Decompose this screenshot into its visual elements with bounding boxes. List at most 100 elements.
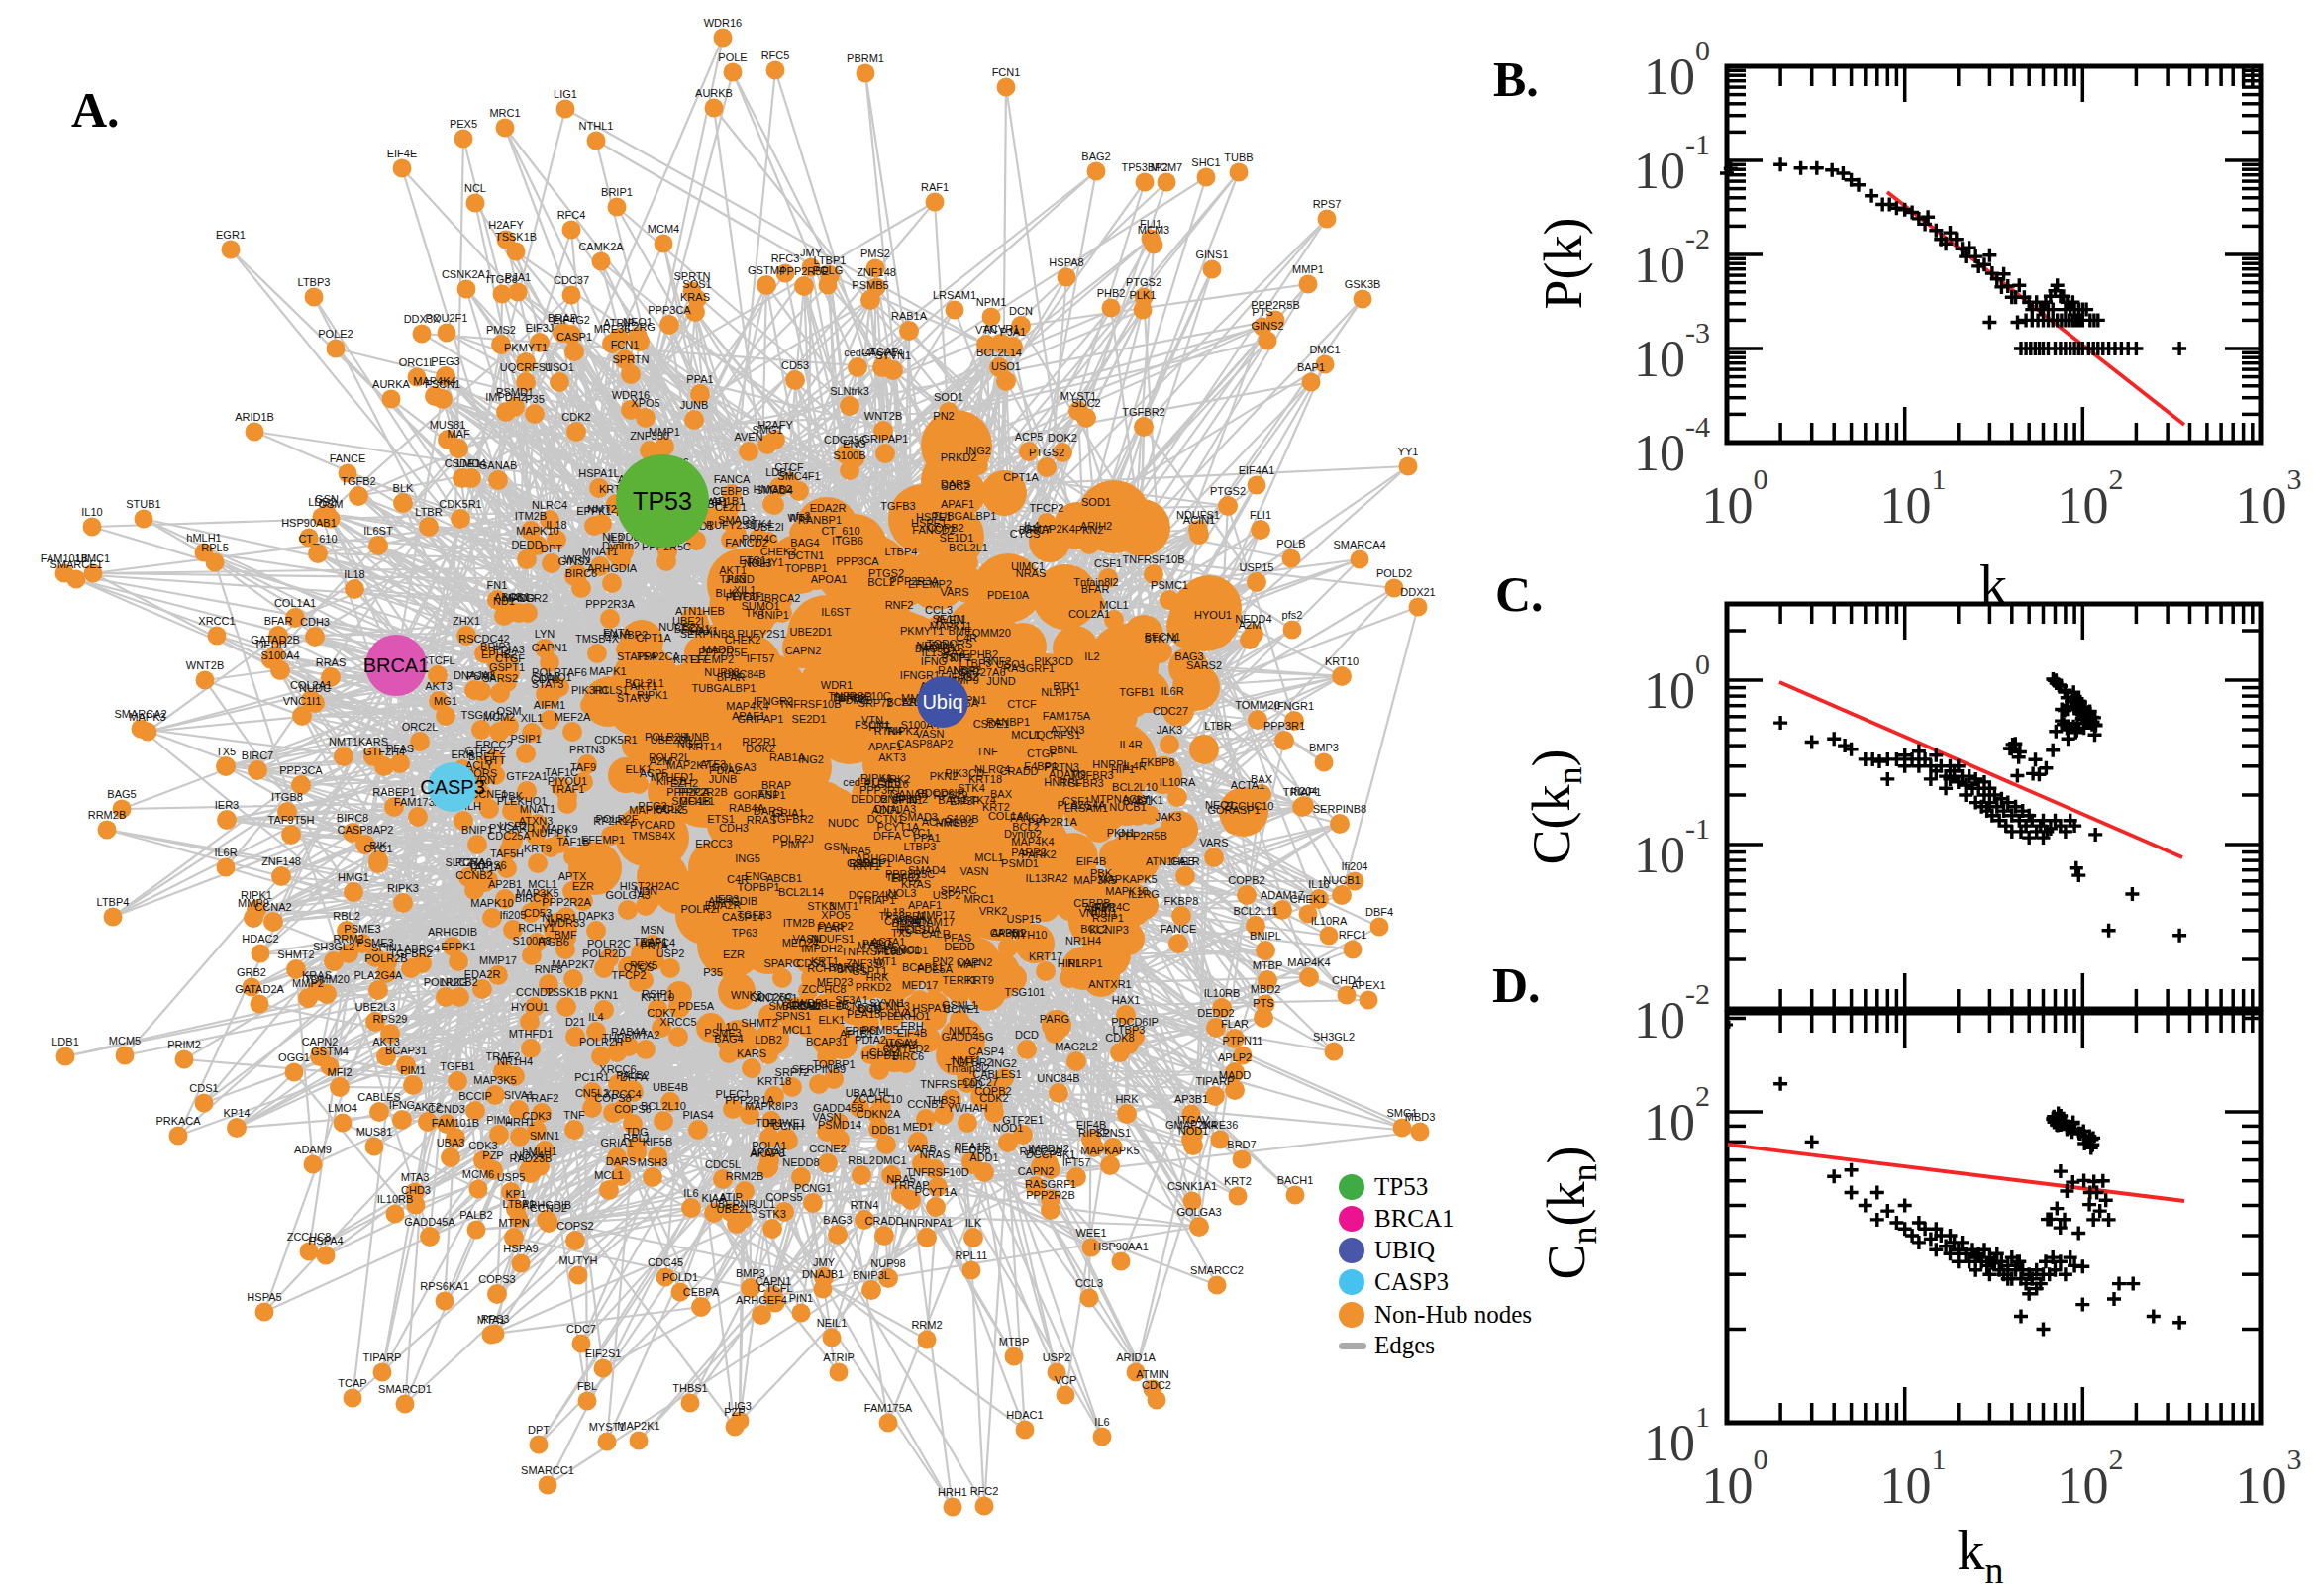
svg-text:MUS81: MUS81	[356, 1126, 393, 1138]
svg-text:CSNK1A1: CSNK1A1	[1167, 1180, 1217, 1192]
svg-text:ING2: ING2	[991, 1057, 1017, 1069]
svg-text:SE2D1: SE2D1	[792, 713, 827, 725]
svg-text:CCNB2: CCNB2	[455, 869, 492, 881]
svg-text:KP14: KP14	[224, 1107, 251, 1119]
svg-text:RAD23B: RAD23B	[510, 1152, 553, 1164]
svg-text:HNRPL: HNRPL	[1092, 758, 1129, 770]
svg-text:TP53BP2: TP53BP2	[1121, 161, 1167, 173]
svg-text:MBD2: MBD2	[1251, 983, 1281, 995]
svg-text:USP15: USP15	[1007, 913, 1042, 925]
svg-text:AP1B1: AP1B1	[711, 495, 745, 507]
svg-text:PRIM2: PRIM2	[167, 1039, 201, 1050]
svg-text:COL2A1: COL2A1	[1068, 608, 1110, 620]
svg-text:DCD: DCD	[858, 1003, 882, 1015]
svg-text:HMGB2: HMGB2	[935, 817, 973, 829]
svg-text:SE1D1: SE1D1	[933, 613, 967, 625]
svg-text:USP2: USP2	[1043, 1351, 1071, 1363]
svg-text:PEG3: PEG3	[638, 800, 666, 812]
svg-text:MUTYH: MUTYH	[558, 1254, 597, 1266]
svg-text:FN1: FN1	[758, 788, 779, 800]
svg-text:EPPK1: EPPK1	[576, 505, 611, 517]
svg-text:POLE: POLE	[718, 51, 747, 63]
svg-text:TGFB1: TGFB1	[440, 1060, 474, 1072]
svg-text:MCL1: MCL1	[1011, 729, 1040, 741]
svg-text:PCNA: PCNA	[455, 856, 486, 868]
svg-text:SHMT2: SHMT2	[277, 948, 314, 960]
svg-text:AKT3: AKT3	[425, 680, 453, 692]
svg-text:CDH3: CDH3	[300, 616, 330, 628]
svg-text:NUDC: NUDC	[299, 682, 331, 694]
svg-text:IFT57: IFT57	[747, 652, 775, 664]
svg-text:CYC1: CYC1	[363, 843, 392, 854]
svg-text:DCD: DCD	[1015, 1029, 1039, 1041]
svg-text:MAP4K4: MAP4K4	[1011, 836, 1054, 848]
svg-text:TSSK1B: TSSK1B	[495, 231, 537, 243]
svg-text:TNFRSF10C: TNFRSF10C	[828, 690, 891, 702]
svg-text:TRAF1: TRAF1	[634, 936, 668, 948]
svg-text:ITGAV: ITGAV	[885, 1037, 918, 1048]
svg-text:LMO4: LMO4	[328, 1102, 357, 1114]
svg-text:COPB2: COPB2	[1228, 874, 1264, 886]
svg-text:ARID1B: ARID1B	[235, 411, 274, 423]
svg-text:GINS2: GINS2	[1251, 320, 1283, 332]
svg-text:CPT1A: CPT1A	[1003, 471, 1039, 483]
svg-text:MMP1: MMP1	[1292, 263, 1324, 275]
svg-text:CCNB1: CCNB1	[907, 1098, 944, 1110]
svg-text:RRM2: RRM2	[911, 1319, 942, 1331]
svg-text:IMPDH2: IMPDH2	[1028, 1143, 1069, 1154]
svg-text:EIF4A1: EIF4A1	[1239, 464, 1275, 476]
svg-text:MAPK3: MAPK3	[129, 711, 165, 723]
svg-text:FCN1: FCN1	[611, 339, 640, 350]
svg-text:PBK: PBK	[1090, 867, 1113, 879]
svg-text:SH3GL2: SH3GL2	[313, 941, 354, 952]
svg-text:CSDE1: CSDE1	[445, 457, 481, 469]
svg-text:NEDD8: NEDD8	[954, 1144, 990, 1155]
svg-text:TX5: TX5	[216, 746, 236, 757]
svg-text:LRSAM1: LRSAM1	[933, 289, 976, 301]
svg-text:GATAD2B: GATAD2B	[251, 634, 300, 646]
svg-text:PSIP1: PSIP1	[510, 733, 541, 745]
svg-text:AURKB: AURKB	[695, 87, 733, 99]
svg-text:VARB: VARB	[907, 1143, 936, 1154]
svg-text:DOK2: DOK2	[1048, 432, 1077, 444]
svg-text:A2M: A2M	[1239, 619, 1262, 631]
svg-text:BAG2: BAG2	[1081, 150, 1110, 162]
svg-text:ATN1HEB: ATN1HEB	[1146, 855, 1195, 867]
svg-text:PSML: PSML	[466, 670, 496, 682]
svg-text:MCL1: MCL1	[782, 1024, 811, 1036]
svg-text:BCL2L10: BCL2L10	[1112, 781, 1158, 793]
svg-text:EFEMP2: EFEMP2	[690, 653, 734, 665]
svg-text:MRC1: MRC1	[489, 107, 520, 119]
svg-text:PKN1: PKN1	[590, 989, 619, 1001]
svg-text:DMC1: DMC1	[1309, 344, 1340, 355]
svg-text:NLRC4: NLRC4	[532, 499, 567, 511]
svg-text:IL6: IL6	[683, 1187, 698, 1199]
svg-text:ING5: ING5	[735, 852, 760, 864]
svg-text:BCL2L11: BCL2L11	[1233, 905, 1277, 917]
svg-text:RRM2B: RRM2B	[88, 809, 127, 821]
svg-text:PPA1: PPA1	[686, 373, 713, 385]
svg-text:DDX21: DDX21	[1400, 586, 1435, 598]
svg-text:A2M: A2M	[650, 755, 672, 767]
svg-text:TUBB: TUBB	[1224, 151, 1253, 163]
svg-text:HSPA8: HSPA8	[1049, 256, 1083, 268]
svg-text:TGFBR2: TGFBR2	[1122, 406, 1164, 418]
svg-text:TIPARP: TIPARP	[363, 1351, 402, 1363]
svg-text:NOL3: NOL3	[888, 887, 917, 899]
svg-text:BRD7: BRD7	[1227, 1139, 1256, 1150]
svg-text:NUP98: NUP98	[870, 1257, 905, 1269]
svg-text:TOMM20: TOMM20	[304, 973, 350, 985]
svg-text:IL10: IL10	[81, 506, 102, 518]
svg-text:LTBP4: LTBP4	[97, 896, 130, 908]
svg-text:UBE2I: UBE2I	[672, 615, 704, 627]
svg-text:CDK5R1: CDK5R1	[439, 498, 481, 510]
svg-text:AVEN: AVEN	[734, 431, 762, 443]
svg-text:TGFBR2: TGFBR2	[770, 813, 813, 825]
svg-text:ZNF350: ZNF350	[630, 430, 669, 442]
svg-text:RRAS: RRAS	[316, 656, 347, 668]
svg-text:MTA3: MTA3	[401, 1171, 430, 1183]
svg-text:PSMC1: PSMC1	[1151, 579, 1188, 591]
svg-text:GSTM4: GSTM4	[311, 1046, 349, 1057]
svg-text:CCND2: CCND2	[516, 986, 554, 998]
svg-text:BACH1: BACH1	[1277, 1174, 1314, 1186]
